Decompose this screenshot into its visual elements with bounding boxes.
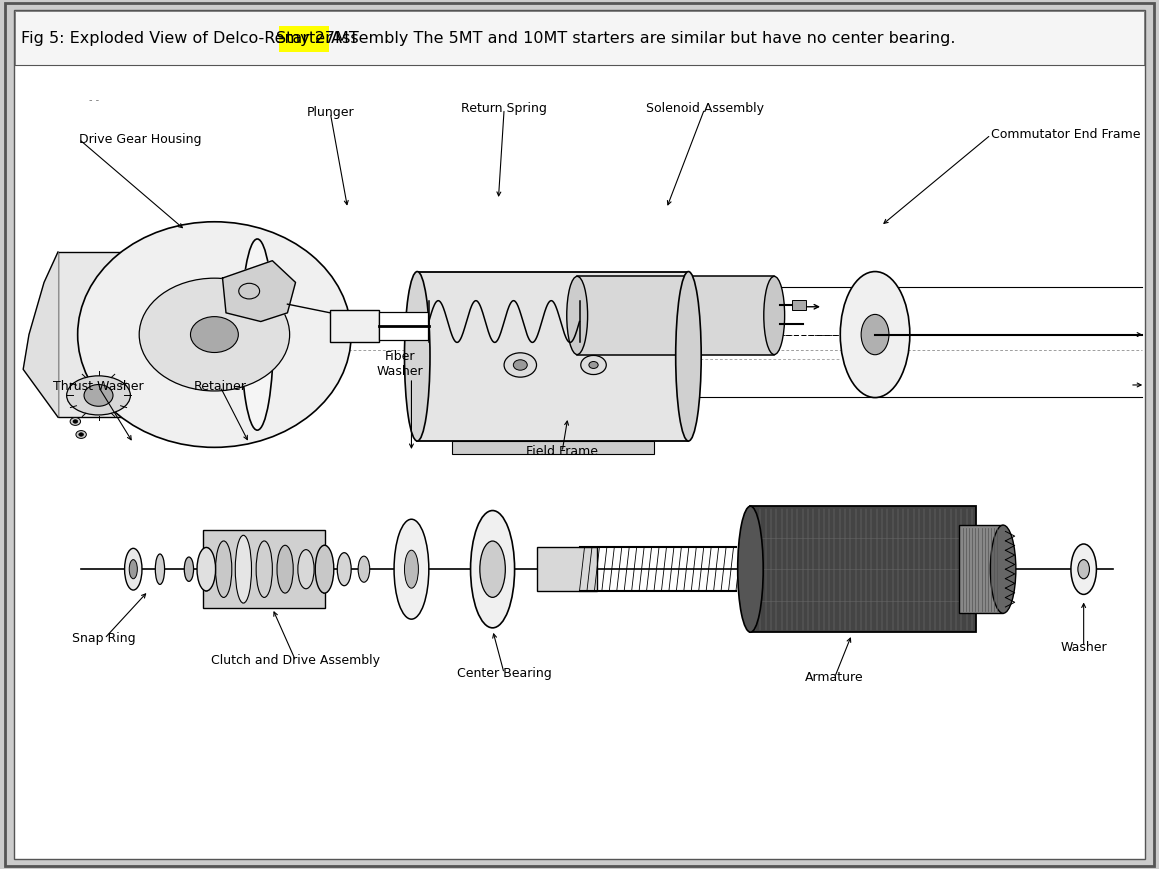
Ellipse shape — [764, 276, 785, 355]
Text: Fig 5: Exploded View of Delco-Remy 27MT: Fig 5: Exploded View of Delco-Remy 27MT — [21, 30, 364, 46]
Ellipse shape — [581, 355, 606, 375]
Ellipse shape — [239, 283, 260, 299]
Ellipse shape — [471, 511, 515, 627]
Text: Clutch and Drive Assembly: Clutch and Drive Assembly — [211, 654, 380, 667]
Text: Armature: Armature — [806, 672, 863, 684]
FancyBboxPatch shape — [58, 252, 226, 417]
Ellipse shape — [155, 554, 165, 585]
FancyBboxPatch shape — [960, 525, 1004, 614]
FancyBboxPatch shape — [751, 506, 976, 633]
Text: Center Bearing: Center Bearing — [457, 667, 552, 680]
Ellipse shape — [73, 420, 78, 423]
Text: Drive Gear Housing: Drive Gear Housing — [79, 133, 202, 145]
Text: - -: - - — [89, 95, 100, 105]
Ellipse shape — [861, 315, 889, 355]
Text: Assembly The 5MT and 10MT starters are similar but have no center bearing.: Assembly The 5MT and 10MT starters are s… — [327, 30, 956, 46]
Ellipse shape — [76, 430, 87, 438]
Ellipse shape — [676, 272, 701, 441]
Text: Return Spring: Return Spring — [461, 103, 547, 115]
Ellipse shape — [589, 362, 598, 368]
Ellipse shape — [130, 560, 138, 579]
Ellipse shape — [316, 546, 333, 594]
Ellipse shape — [235, 535, 252, 603]
FancyBboxPatch shape — [417, 271, 688, 441]
Ellipse shape — [241, 239, 274, 430]
Ellipse shape — [125, 548, 141, 590]
Text: Fiber
Washer: Fiber Washer — [377, 350, 423, 378]
FancyBboxPatch shape — [14, 10, 1145, 859]
Text: Commutator End Frame: Commutator End Frame — [991, 129, 1140, 141]
Ellipse shape — [513, 360, 527, 370]
FancyBboxPatch shape — [452, 441, 654, 454]
Ellipse shape — [1078, 560, 1089, 579]
Ellipse shape — [216, 541, 232, 598]
FancyBboxPatch shape — [792, 300, 806, 310]
Ellipse shape — [337, 553, 351, 586]
FancyBboxPatch shape — [15, 11, 1144, 65]
Ellipse shape — [840, 271, 910, 398]
Ellipse shape — [197, 547, 216, 591]
Ellipse shape — [1071, 544, 1096, 594]
Ellipse shape — [139, 278, 290, 391]
Text: Snap Ring: Snap Ring — [73, 633, 136, 645]
Ellipse shape — [256, 541, 272, 598]
FancyBboxPatch shape — [203, 530, 325, 608]
Ellipse shape — [358, 556, 370, 582]
Ellipse shape — [85, 384, 114, 407]
Ellipse shape — [298, 550, 314, 589]
Ellipse shape — [184, 557, 194, 581]
FancyBboxPatch shape — [577, 276, 774, 355]
Ellipse shape — [67, 375, 130, 415]
Ellipse shape — [190, 316, 239, 353]
Text: Thrust Washer: Thrust Washer — [53, 381, 144, 393]
Text: Washer: Washer — [1060, 641, 1107, 653]
Text: Retainer: Retainer — [194, 381, 247, 393]
Ellipse shape — [504, 353, 537, 377]
Ellipse shape — [737, 506, 764, 633]
Ellipse shape — [79, 433, 83, 436]
Text: Starter: Starter — [276, 30, 331, 46]
FancyBboxPatch shape — [5, 3, 1154, 866]
Ellipse shape — [394, 520, 429, 620]
FancyBboxPatch shape — [379, 312, 428, 340]
Ellipse shape — [990, 525, 1015, 614]
Ellipse shape — [404, 272, 430, 441]
Ellipse shape — [71, 417, 81, 425]
Ellipse shape — [480, 541, 505, 597]
Text: Field Frame: Field Frame — [526, 446, 598, 458]
Ellipse shape — [404, 550, 418, 588]
Ellipse shape — [198, 547, 214, 591]
FancyBboxPatch shape — [330, 310, 379, 342]
Polygon shape — [223, 261, 296, 322]
Text: Plunger: Plunger — [306, 107, 355, 119]
FancyBboxPatch shape — [537, 547, 597, 591]
Polygon shape — [23, 252, 58, 417]
FancyBboxPatch shape — [278, 26, 329, 52]
Ellipse shape — [277, 546, 293, 594]
Ellipse shape — [78, 222, 351, 448]
Ellipse shape — [567, 276, 588, 355]
Text: Solenoid Assembly: Solenoid Assembly — [646, 103, 764, 115]
Ellipse shape — [315, 546, 334, 594]
